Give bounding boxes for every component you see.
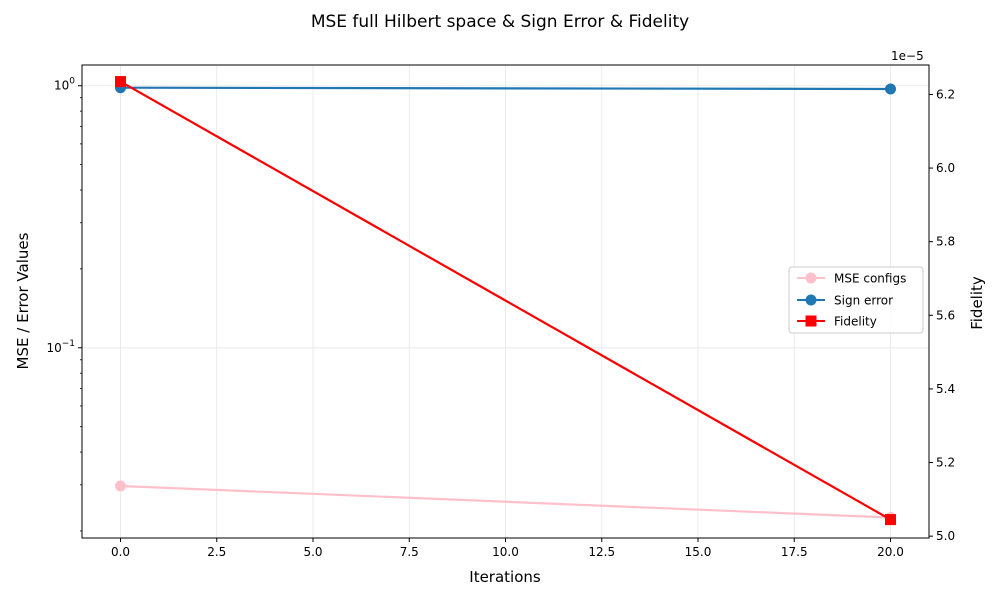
x-tick-label: 17.5 — [781, 545, 808, 559]
y-right-tick-label: 5.8 — [936, 235, 955, 249]
series-layer — [115, 76, 896, 526]
series-line-sign-error — [120, 86, 891, 91]
y-axis-label-left: MSE / Error Values — [14, 232, 32, 369]
data-point-fidelity — [115, 76, 126, 88]
x-tick-label: 10.0 — [492, 545, 519, 559]
legend-marker-mse-configs — [805, 272, 817, 284]
x-tick-label: 15.0 — [685, 545, 712, 559]
legend-item-sign-error: Sign error — [797, 294, 893, 308]
y-right-offset-label: 1e−5 — [891, 49, 924, 63]
legend-box — [788, 266, 924, 334]
legend-label-mse-configs: MSE configs — [834, 272, 906, 286]
y-right-tick-label: 5.4 — [936, 382, 955, 396]
x-tick-label: 12.5 — [588, 545, 615, 559]
x-tick-label: 7.5 — [400, 545, 419, 559]
data-point-sign-error — [885, 83, 896, 95]
x-tick-label: 0.0 — [111, 545, 130, 559]
legend-marker-fidelity — [805, 315, 817, 327]
y-right-tick-label: 6.2 — [936, 87, 955, 101]
x-tick-label: 2.5 — [207, 545, 226, 559]
legend-label-sign-error: Sign error — [834, 294, 893, 308]
legend-item-fidelity: Fidelity — [797, 315, 877, 329]
series-line-mse-configs — [120, 484, 891, 519]
legend: MSE configs Sign error Fidelity — [788, 266, 924, 334]
y-right-tick-label: 6.0 — [936, 161, 955, 175]
x-tick-label: 20.0 — [877, 545, 904, 559]
legend-item-mse-configs: MSE configs — [797, 272, 906, 286]
y-axis-label-right: Fidelity — [968, 276, 986, 330]
x-axis-label: Iterations — [469, 568, 541, 586]
legend-marker-sign-error — [805, 294, 817, 306]
y-left-tick-label: 10−1 — [46, 339, 75, 355]
legend-label-fidelity: Fidelity — [834, 315, 877, 329]
chart-title: MSE full Hilbert space & Sign Error & Fi… — [311, 12, 689, 32]
y-right-tick-label: 5.6 — [936, 308, 955, 322]
y-right-tick-label: 5.2 — [936, 456, 955, 470]
y-left-tick-label: 100 — [54, 77, 75, 93]
data-point-fidelity — [885, 514, 896, 526]
axes: 0.0 2.5 5.0 7.5 10.0 12.5 15.0 17.5 20.0 10−1 100 5… — [46, 77, 955, 559]
x-tick-label: 5.0 — [303, 545, 322, 559]
data-point-mse-configs — [115, 480, 126, 492]
y-right-tick-label: 5.0 — [936, 529, 955, 543]
series-line-fidelity — [119, 80, 892, 521]
